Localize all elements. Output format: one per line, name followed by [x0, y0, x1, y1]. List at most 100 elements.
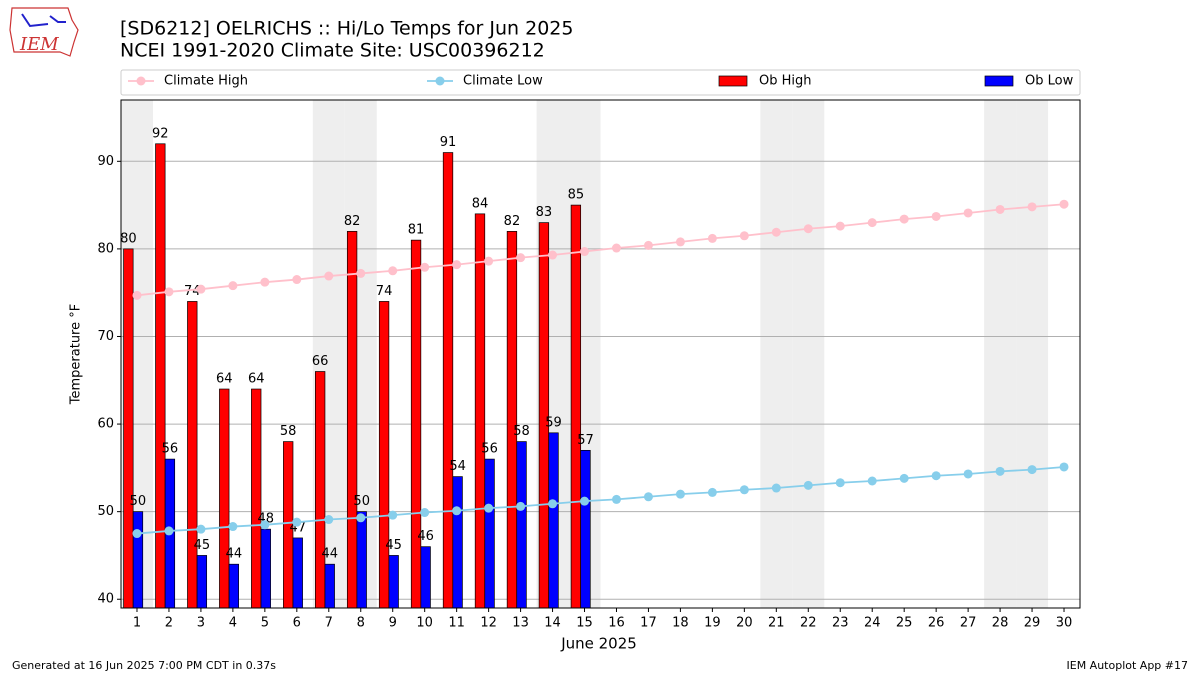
weekend-shade [984, 100, 1017, 608]
weekend-shade [760, 100, 793, 608]
y-tick-label: 90 [97, 154, 114, 169]
line-marker [707, 487, 717, 497]
legend [120, 69, 1081, 96]
line-marker [388, 266, 398, 276]
bar [484, 458, 495, 609]
line-marker [675, 489, 685, 499]
x-tick-label: 3 [197, 616, 205, 631]
x-tick-label: 19 [704, 616, 721, 631]
line-marker [963, 469, 973, 479]
data-label: 83 [536, 205, 553, 220]
line-marker [164, 526, 174, 536]
line-marker [611, 243, 621, 253]
line-marker [260, 277, 270, 287]
x-tick-label: 21 [768, 616, 785, 631]
line-marker [803, 224, 813, 234]
x-tick-label: 26 [928, 616, 945, 631]
line-marker [1027, 202, 1037, 212]
bar [260, 528, 271, 609]
x-tick-label: 18 [672, 616, 689, 631]
x-tick-label: 17 [640, 616, 657, 631]
x-tick-label: 4 [229, 616, 237, 631]
line-marker [1059, 199, 1069, 209]
bar [474, 213, 486, 609]
data-label: 84 [472, 196, 489, 211]
line-marker [516, 501, 526, 511]
x-tick-label: 5 [261, 616, 269, 631]
line-marker [292, 517, 302, 527]
y-tick-label: 50 [97, 504, 114, 519]
line-marker [643, 492, 653, 502]
data-label: 91 [440, 135, 457, 150]
line-marker [324, 271, 334, 281]
line-marker [356, 268, 366, 278]
data-label: 57 [577, 433, 594, 448]
data-label: 50 [130, 494, 147, 509]
x-tick-label: 7 [325, 616, 333, 631]
x-axis-label: June 2025 [560, 635, 637, 653]
legend-label: Ob Low [1025, 74, 1074, 89]
chart-title: [SD6212] OELRICHS :: Hi/Lo Temps for Jun… [120, 18, 573, 40]
line-marker [771, 483, 781, 493]
data-label: 46 [417, 529, 434, 544]
data-label: 45 [385, 538, 402, 553]
x-tick-label: 25 [896, 616, 913, 631]
data-label: 59 [545, 415, 562, 430]
line-marker [643, 240, 653, 250]
data-label: 45 [194, 538, 211, 553]
data-label: 64 [248, 372, 265, 387]
x-tick-label: 10 [416, 616, 433, 631]
bar [452, 476, 463, 609]
line-marker [899, 214, 909, 224]
data-label: 58 [280, 424, 297, 439]
legend-swatch [984, 75, 1014, 87]
line-marker [132, 290, 142, 300]
data-label: 44 [321, 547, 338, 562]
chart-subtitle: NCEI 1991-2020 Climate Site: USC00396212 [120, 40, 545, 62]
data-label: 66 [312, 354, 329, 369]
bar [132, 511, 144, 609]
x-tick-label: 29 [1024, 616, 1041, 631]
line-marker [196, 524, 206, 534]
line-marker [931, 471, 941, 481]
x-tick-label: 16 [608, 616, 625, 631]
x-tick-label: 13 [512, 616, 529, 631]
legend-label: Ob High [759, 74, 812, 89]
x-tick-label: 24 [864, 616, 881, 631]
x-tick-label: 23 [832, 616, 849, 631]
x-tick-label: 11 [448, 616, 465, 631]
x-tick-label: 22 [800, 616, 817, 631]
line [136, 203, 1065, 297]
line-marker [420, 262, 430, 272]
x-tick-label: 2 [165, 616, 173, 631]
line-marker [803, 480, 813, 490]
logo-text: IEM [19, 34, 59, 55]
line-marker [707, 233, 717, 243]
x-tick-label: 1 [133, 616, 141, 631]
bar [378, 301, 390, 609]
x-tick-label: 14 [544, 616, 561, 631]
line-marker [260, 520, 270, 530]
bar [123, 248, 134, 609]
line-marker [739, 231, 749, 241]
line-marker [963, 208, 973, 218]
logo-icon [21, 13, 66, 28]
logo: IEM [9, 7, 79, 57]
x-tick-label: 27 [960, 616, 977, 631]
line-marker [292, 275, 302, 285]
line-marker [835, 221, 845, 231]
footer-right: IEM Autoplot App #17 [1067, 659, 1189, 672]
data-label: 44 [226, 547, 243, 562]
line-marker [484, 256, 494, 266]
line-marker [164, 287, 174, 297]
bar [346, 231, 358, 609]
bar [251, 388, 262, 609]
line [136, 466, 1065, 535]
weekend-shade [1016, 100, 1049, 608]
line-marker [675, 237, 685, 247]
bar [324, 563, 335, 609]
line-marker [931, 211, 941, 221]
x-tick-label: 20 [736, 616, 753, 631]
y-tick-label: 40 [97, 592, 114, 607]
y-tick-label: 70 [97, 329, 114, 344]
